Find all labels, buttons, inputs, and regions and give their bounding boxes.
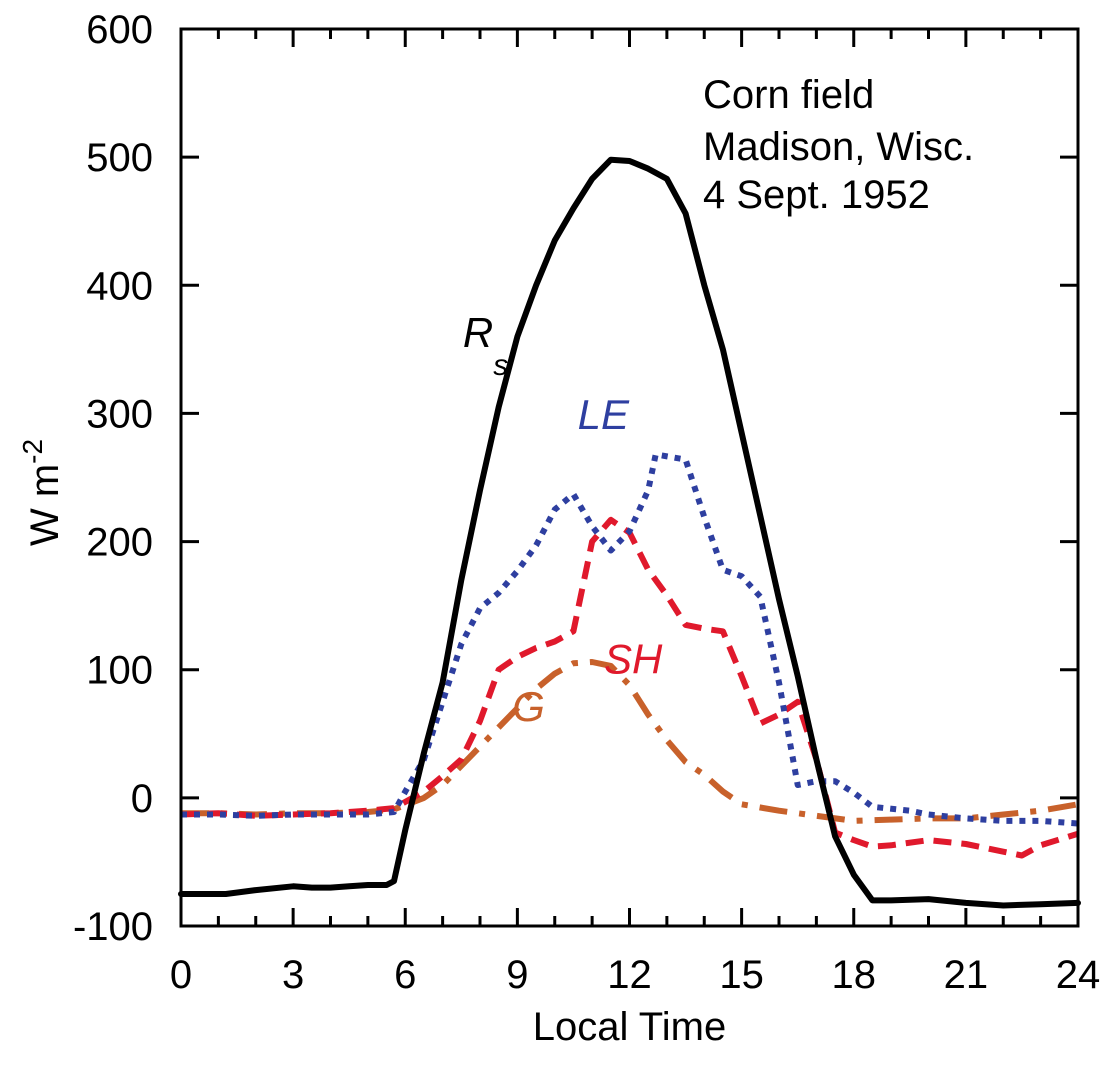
- annotation-line-3: 4 Sept. 1952: [703, 173, 930, 217]
- annotation-line-2: Madison, Wisc.: [703, 125, 974, 169]
- series-label-sh: SH: [604, 636, 663, 683]
- chart-annotation: Corn field Madison, Wisc. 4 Sept. 1952: [703, 73, 974, 217]
- label-layer: Rs LE SH G: [463, 309, 663, 730]
- y-tick-label: 400: [86, 264, 153, 308]
- tick-layer: 0 3 6 9 12 15 18 21 24 -100 0 100 200 300 400 500 600: [73, 8, 1100, 997]
- y-tick-label: 500: [86, 136, 153, 180]
- x-axis-title: Local Time: [533, 1005, 726, 1049]
- x-tick-label: 3: [282, 953, 304, 997]
- y-tick-label: 0: [131, 777, 153, 821]
- x-tick-label: 12: [607, 953, 652, 997]
- series-label-main: SH: [604, 636, 663, 683]
- series-layer: [178, 156, 1081, 909]
- y-tick-label: 100: [86, 649, 153, 693]
- y-axis-title-superscript: -2: [17, 439, 48, 464]
- x-tick-label: 18: [832, 953, 877, 997]
- y-axis-title: W m-2: [17, 439, 67, 546]
- series-label-main: R: [463, 309, 493, 356]
- x-tick-label: 6: [394, 953, 416, 997]
- annotation-line-1: Corn field: [703, 73, 874, 117]
- series-line-le: [181, 451, 1079, 827]
- series-line-rs: [178, 156, 1081, 909]
- y-tick-label: 300: [86, 392, 153, 436]
- series-label-subscript: s: [493, 349, 508, 382]
- x-tick-label: 0: [170, 953, 192, 997]
- series-label-rs: Rs: [463, 309, 508, 382]
- y-tick-label: -100: [73, 905, 153, 949]
- x-tick-label: 15: [719, 953, 764, 997]
- x-tick-label: 24: [1056, 953, 1101, 997]
- series-label-g: G: [512, 683, 545, 730]
- x-tick-label: 21: [944, 953, 989, 997]
- x-tick-label: 9: [506, 953, 528, 997]
- series-line-sh: [180, 516, 1079, 859]
- y-tick-label: 600: [86, 8, 153, 52]
- series-line-g: [181, 659, 1079, 824]
- series-label-le: LE: [578, 391, 630, 438]
- y-tick-label: 200: [86, 521, 153, 565]
- series-label-main: G: [512, 683, 545, 730]
- series-label-main: LE: [578, 391, 630, 438]
- y-axis-title-main: W m: [23, 464, 67, 546]
